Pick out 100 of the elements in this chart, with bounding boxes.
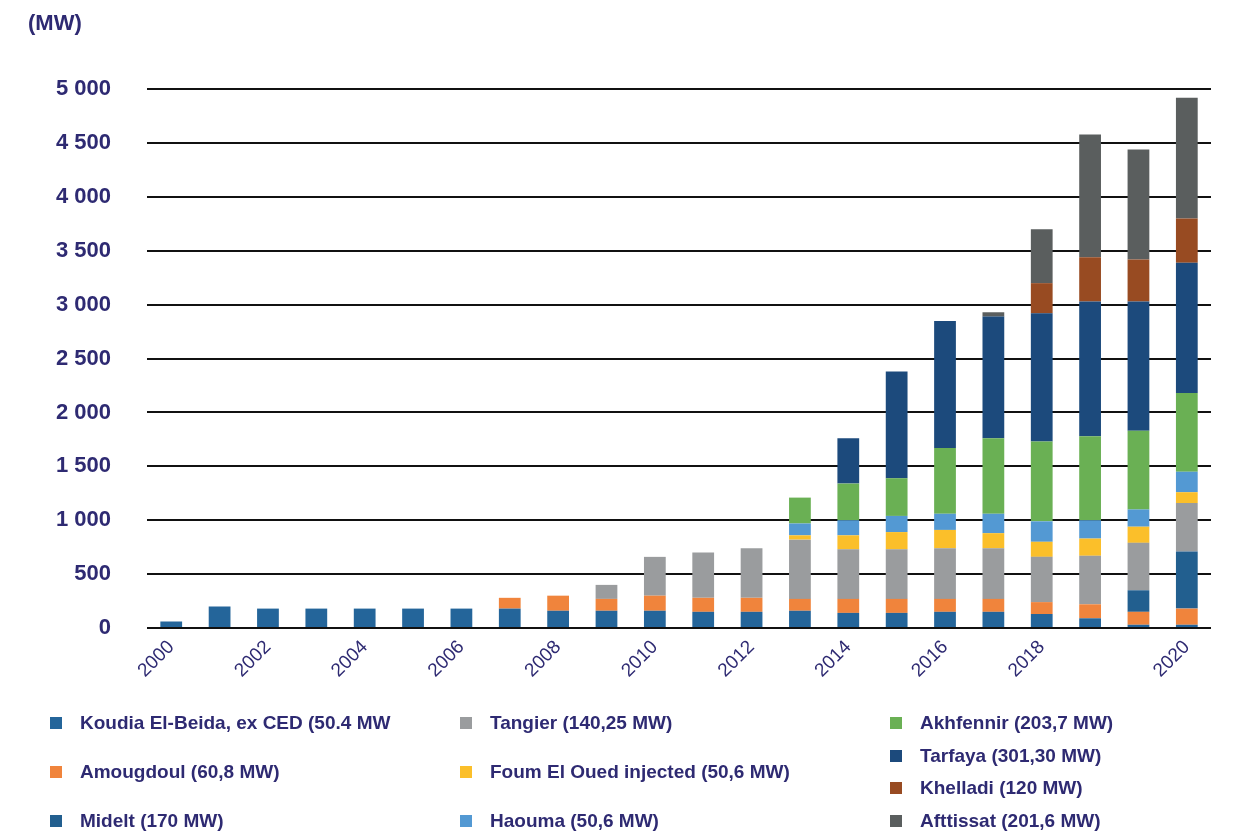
bar (789, 539, 811, 599)
bar (498, 597, 521, 609)
y-tick-label: 0 (98, 614, 112, 640)
bar (1127, 509, 1150, 527)
bar (1127, 301, 1150, 431)
bar (1175, 393, 1198, 472)
bar (1030, 313, 1053, 442)
bar (982, 533, 1005, 549)
y-tick-label: 2 500 (55, 344, 112, 370)
bar (1030, 441, 1053, 522)
bar (1175, 218, 1198, 263)
legend-label: Amougdoul (60,8 MW) (80, 761, 280, 783)
bar (1175, 97, 1198, 219)
bar (837, 438, 860, 484)
legend-label: Afttissat (201,6 MW) (920, 809, 1101, 832)
bar (1030, 613, 1053, 627)
bar (789, 610, 811, 627)
bar (885, 598, 908, 613)
bar (789, 523, 811, 536)
bar (1079, 520, 1101, 539)
bar (1127, 542, 1150, 591)
bar (740, 611, 763, 627)
bar (885, 612, 908, 627)
y-tick-label: 500 (74, 560, 112, 586)
bar (547, 595, 570, 611)
bar (692, 611, 715, 627)
bar (789, 497, 811, 524)
y-tick-label: 1 000 (55, 506, 112, 532)
bar (208, 606, 231, 627)
bar (1030, 521, 1053, 542)
legend-label: Khelladi (120 MW) (920, 777, 1083, 800)
legend-label: Foum El Oued injected (50,6 MW) (490, 761, 790, 783)
legend-label: Akhfennir (203,7 MW) (920, 712, 1114, 734)
bar (982, 316, 1005, 439)
bar (885, 478, 908, 516)
bar (1127, 611, 1150, 625)
bar (1079, 555, 1101, 605)
bar (353, 608, 376, 627)
bar (837, 612, 860, 627)
legend-label: Tangier (140,25 MW) (490, 712, 673, 734)
bar (1127, 149, 1150, 260)
bar (934, 598, 956, 612)
bar (643, 610, 666, 627)
y-tick-label: 4 500 (55, 129, 112, 155)
bar (450, 608, 473, 627)
bar (982, 598, 1005, 612)
bar (934, 320, 956, 449)
bar (1030, 541, 1053, 557)
bar (1175, 624, 1198, 627)
bar (1175, 608, 1198, 625)
bar (982, 438, 1005, 514)
legend-label: Tarfaya (301,30 MW) (920, 744, 1102, 767)
bar (1175, 551, 1198, 609)
bar (837, 520, 860, 536)
y-tick-label: 4 000 (55, 183, 112, 209)
bar (740, 548, 763, 598)
legend-label: Koudia El-Beida, ex CED (50.4 MW (80, 712, 391, 734)
bar (643, 556, 666, 596)
bar (837, 535, 860, 550)
y-tick-label: 1 500 (55, 452, 112, 478)
bar (789, 535, 811, 540)
y-tick-label: 2 000 (55, 398, 112, 424)
bar (1030, 556, 1053, 603)
legend-label: Midelt (170 MW) (80, 810, 224, 832)
bar (257, 608, 279, 627)
bar (595, 598, 618, 611)
y-axis-title: (MW) (28, 10, 82, 36)
bar (1030, 229, 1053, 284)
bar (1127, 430, 1150, 510)
bar (934, 513, 956, 530)
bar (934, 529, 956, 549)
bar (595, 584, 618, 599)
bar (1079, 436, 1101, 521)
bar (1079, 257, 1101, 302)
bar (498, 608, 521, 627)
bar (1030, 602, 1053, 614)
bar (982, 548, 1005, 599)
bar (837, 483, 860, 521)
y-tick-label: 3 000 (55, 290, 112, 316)
bar (934, 548, 956, 599)
y-tick-label: 3 500 (55, 236, 112, 262)
bar (789, 598, 811, 611)
bar (885, 549, 908, 599)
bar (982, 312, 1005, 317)
bar (643, 595, 666, 611)
bar (402, 608, 424, 627)
bar (837, 549, 860, 599)
legend-label: Haouma (50,6 MW) (490, 810, 659, 832)
bar (160, 621, 183, 627)
bar (305, 608, 328, 627)
bar (1175, 471, 1198, 493)
bar (885, 532, 908, 550)
bar (1079, 618, 1101, 627)
bar (1175, 502, 1198, 552)
bar (837, 598, 860, 613)
bar (692, 597, 715, 612)
bar (982, 611, 1005, 627)
bar (1030, 283, 1053, 314)
bar (885, 515, 908, 533)
bar (1127, 590, 1150, 612)
